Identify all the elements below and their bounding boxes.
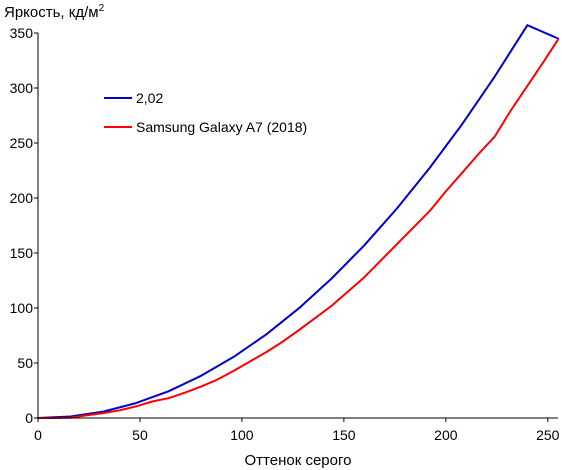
y-tick-label: 0 — [25, 410, 33, 426]
legend: 2,02 Samsung Galaxy A7 (2018) — [104, 90, 307, 135]
y-axis-title-text: Яркость, кд/м — [4, 4, 99, 21]
x-tick-label: 50 — [132, 427, 148, 443]
tick-layer: 0 50 100 150 200 250 300 350 0 50 100 150 200 250 — [10, 25, 560, 443]
y-tick-label: 200 — [10, 190, 34, 206]
x-tick-label: 200 — [434, 427, 458, 443]
series-line-1 — [37, 24, 559, 419]
series-layer — [37, 24, 559, 419]
x-axis-title: Оттенок серого — [245, 452, 352, 469]
x-tick-label: 0 — [34, 427, 42, 443]
y-tick-label: 100 — [10, 300, 34, 316]
y-tick-label: 250 — [10, 135, 34, 151]
series-line-2 — [37, 38, 559, 419]
y-axis-title: Яркость, кд/м2 — [4, 3, 105, 21]
y-tick-label: 350 — [10, 25, 34, 41]
y-tick-label: 300 — [10, 80, 34, 96]
y-tick-label: 150 — [10, 245, 34, 261]
plot-area: 0 50 100 150 200 250 300 350 0 50 100 150 200 250 — [10, 24, 560, 443]
x-tick-label: 150 — [332, 427, 356, 443]
x-tick-label: 100 — [230, 427, 254, 443]
y-tick-label: 50 — [17, 355, 33, 371]
legend-label-series-2: Samsung Galaxy A7 (2018) — [136, 119, 307, 135]
x-tick-label: 250 — [536, 427, 560, 443]
y-axis-title-superscript: 2 — [99, 3, 105, 14]
legend-label-series-1: 2,02 — [136, 90, 163, 106]
